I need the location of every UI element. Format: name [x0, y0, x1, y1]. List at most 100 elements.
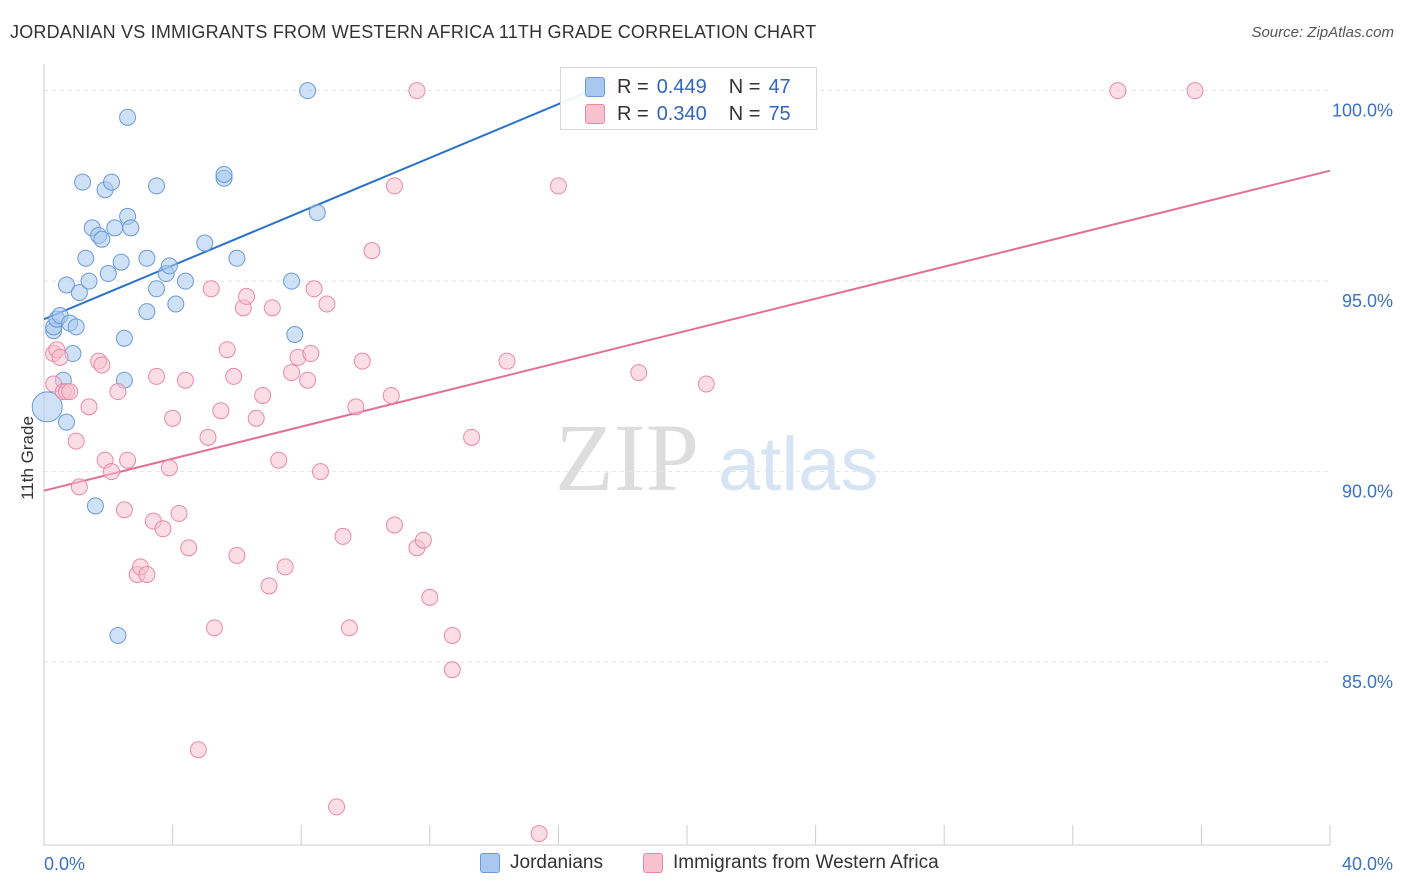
point-immigrant — [318, 295, 336, 313]
point-immigrant — [51, 348, 69, 366]
point-immigrant — [189, 741, 207, 759]
point-immigrant — [199, 428, 217, 446]
x-tick-label: 0.0% — [44, 854, 85, 874]
point-immigrant — [70, 478, 88, 496]
legend-item-jordanians[interactable]: Jordanians — [480, 852, 603, 874]
point-immigrant — [1186, 82, 1204, 100]
chart-title: JORDANIAN VS IMMIGRANTS FROM WESTERN AFR… — [10, 22, 817, 42]
point-jordanian — [31, 391, 63, 423]
point-immigrant — [270, 451, 288, 469]
point-immigrant — [160, 459, 178, 477]
r-label: R = — [617, 102, 649, 125]
point-immigrant — [549, 177, 567, 195]
point-immigrant — [93, 356, 111, 374]
point-jordanian — [74, 173, 92, 191]
point-immigrant — [205, 619, 223, 637]
legend-item-immigrants[interactable]: Immigrants from Western Africa — [643, 852, 939, 874]
point-immigrant — [443, 661, 461, 679]
point-immigrant — [212, 402, 230, 420]
legend-label: Immigrants from Western Africa — [673, 852, 939, 873]
point-immigrant — [170, 505, 188, 523]
point-immigrant — [67, 432, 85, 450]
legend: Jordanians Immigrants from Western Afric… — [0, 850, 1406, 880]
point-immigrant — [334, 527, 352, 545]
point-immigrant — [80, 398, 98, 416]
stats-swatch-jordanians — [585, 77, 605, 97]
point-immigrant — [311, 463, 329, 481]
point-jordanian — [308, 204, 326, 222]
point-jordanian — [67, 318, 85, 336]
point-immigrant — [109, 383, 127, 401]
point-immigrant — [218, 341, 236, 359]
point-immigrant — [138, 566, 156, 584]
y-tick-label: 90.0% — [1342, 482, 1393, 502]
point-jordanian — [228, 249, 246, 267]
point-jordanian — [122, 219, 140, 237]
stats-swatch-immigrants — [585, 104, 605, 124]
point-immigrant — [408, 82, 426, 100]
r-value: 0.340 — [656, 102, 707, 125]
point-immigrant — [119, 451, 137, 469]
y-axis-title: 11th Grade — [18, 416, 37, 500]
watermark: ZIP atlas — [555, 404, 879, 511]
x-tick-label: 40.0% — [1342, 854, 1393, 874]
data-points — [31, 82, 1204, 843]
watermark-zip: ZIP — [555, 404, 699, 511]
point-jordanian — [80, 272, 98, 290]
r-label: R = — [617, 75, 649, 98]
point-jordanian — [99, 265, 117, 283]
legend-swatch-jordanians — [480, 853, 500, 873]
point-jordanian — [138, 249, 156, 267]
point-immigrant — [421, 588, 439, 606]
point-jordanian — [58, 413, 76, 431]
point-immigrant — [443, 626, 461, 644]
point-immigrant — [263, 299, 281, 317]
point-immigrant — [276, 558, 294, 576]
y-tick-label: 95.0% — [1342, 291, 1393, 311]
point-jordanian — [138, 303, 156, 321]
n-label: N = — [728, 75, 761, 98]
axis-labels: 85.0% 90.0% 95.0% 100.0% 0.0% 40.0% 11th Grade — [18, 101, 1393, 874]
point-immigrant — [238, 287, 256, 305]
point-immigrant — [283, 364, 301, 382]
point-immigrant — [353, 352, 371, 370]
point-jordanian — [109, 626, 127, 644]
stats-row-immigrants: R = 0.340 N = 75 — [585, 101, 791, 127]
point-jordanian — [70, 284, 88, 302]
point-immigrant — [328, 798, 346, 816]
stats-row-jordanians: R = 0.449 N = 47 — [585, 74, 791, 100]
point-immigrant — [148, 367, 166, 385]
stats-legend: R = 0.449 N = 47 R = 0.340 N = 75 — [560, 67, 817, 130]
point-jordanian — [160, 257, 178, 275]
point-jordanian — [103, 173, 121, 191]
point-immigrant — [103, 463, 121, 481]
point-immigrant — [385, 516, 403, 534]
source-credit: Source: ZipAtlas.com — [1251, 24, 1394, 41]
legend-label: Jordanians — [510, 852, 603, 873]
r-value: 0.449 — [656, 75, 707, 98]
point-immigrant — [299, 371, 317, 389]
point-immigrant — [414, 531, 432, 549]
point-jordanian — [115, 329, 133, 347]
point-jordanian — [148, 177, 166, 195]
point-immigrant — [363, 242, 381, 260]
point-immigrant — [176, 371, 194, 389]
point-jordanian — [106, 219, 124, 237]
point-immigrant — [180, 539, 198, 557]
point-jordanian — [86, 497, 104, 515]
n-value: 47 — [768, 75, 791, 98]
point-immigrant — [385, 177, 403, 195]
watermark-atlas: atlas — [718, 422, 879, 507]
n-value: 75 — [768, 102, 791, 125]
point-immigrant — [697, 375, 715, 393]
point-jordanian — [167, 295, 185, 313]
point-immigrant — [254, 386, 272, 404]
legend-swatch-immigrants — [643, 853, 663, 873]
trend-line-immigrants — [43, 169, 1331, 492]
point-immigrant — [61, 383, 79, 401]
point-immigrant — [260, 577, 278, 595]
point-jordanian — [119, 108, 137, 126]
y-tick-label: 100.0% — [1332, 101, 1393, 121]
point-immigrant — [630, 364, 648, 382]
